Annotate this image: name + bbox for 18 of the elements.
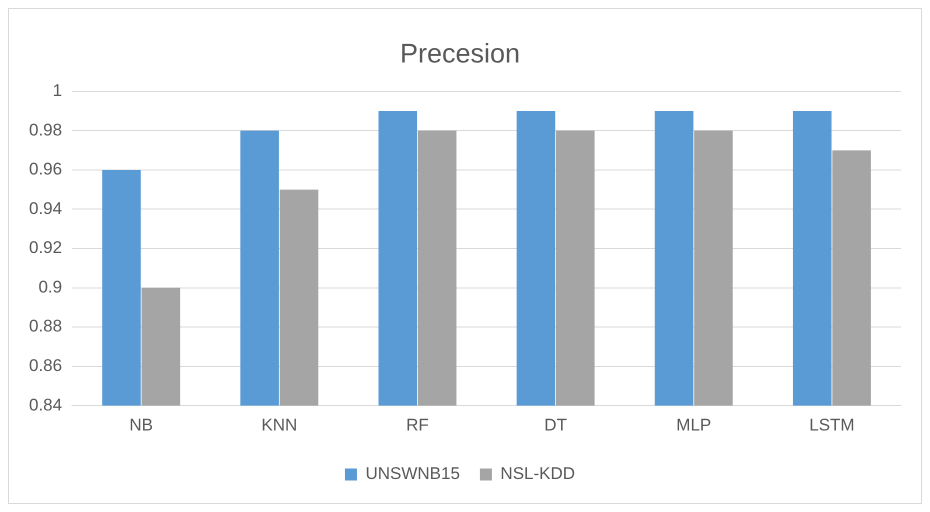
x-tick-label: DT [544,415,567,434]
x-tick-label: NB [129,415,153,434]
x-tick-label: MLP [676,415,712,434]
y-tick-label: 0.94 [28,198,62,218]
y-tick-label: 0.92 [28,238,62,258]
x-tick-label: LSTM [809,415,855,434]
x-tick-label: KNN [261,415,298,434]
y-tick-label: 0.88 [28,316,62,336]
legend-label: UNSWNB15 [365,464,460,484]
y-tick-label: 0.98 [28,120,62,140]
chart-title: Precesion [400,38,520,69]
y-tick-label: 1 [52,81,62,100]
y-tick-label: 0.84 [28,395,62,414]
legend-label: NSL-KDD [500,464,576,484]
y-tick-label: 0.96 [28,160,62,179]
y-tick-label: 0.86 [28,356,62,376]
y-tick-label: 0.9 [38,277,62,296]
x-tick-label: RF [406,415,429,434]
